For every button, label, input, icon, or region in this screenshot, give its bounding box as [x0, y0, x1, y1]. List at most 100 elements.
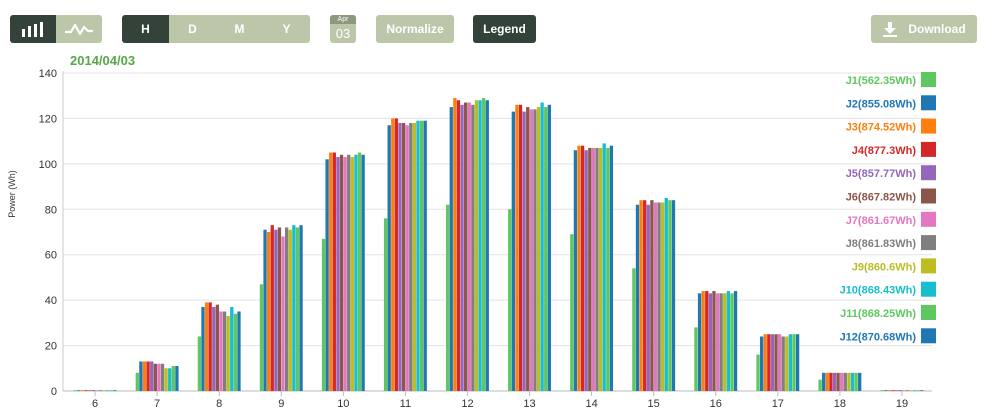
normalize-button[interactable]: Normalize: [376, 15, 454, 43]
bar: [453, 97, 457, 391]
bar: [102, 390, 106, 391]
bar: [175, 366, 179, 391]
bar: [898, 390, 902, 391]
bar: [573, 150, 578, 391]
bar: [843, 372, 847, 391]
bar: [697, 293, 702, 391]
download-button[interactable]: Download: [871, 15, 977, 43]
legend-label: J6(867.82Wh): [846, 192, 917, 204]
bar: [668, 200, 672, 391]
tab-month[interactable]: M: [216, 15, 263, 43]
date-month: Apr: [330, 15, 356, 24]
bar: [763, 334, 767, 391]
bar: [292, 225, 296, 391]
chart-title: 2014/04/03: [70, 53, 135, 68]
x-tick-label: 16: [710, 398, 722, 410]
bar: [712, 291, 716, 391]
bar: [446, 204, 450, 391]
line-chart-icon[interactable]: [56, 15, 102, 43]
bar: [105, 390, 110, 391]
bar: [391, 118, 395, 391]
x-tick-label: 13: [523, 398, 535, 410]
legend-label: J3(874.52Wh): [846, 122, 917, 134]
legend-swatch: [921, 188, 936, 204]
bar: [383, 218, 388, 391]
bar: [547, 104, 551, 392]
bar: [423, 120, 427, 391]
tab-year[interactable]: Y: [263, 15, 310, 43]
bar: [715, 293, 720, 391]
legend-label: J1(562.35Wh): [846, 75, 917, 87]
bar: [259, 284, 264, 391]
bar: [508, 209, 512, 391]
bar: [795, 334, 800, 391]
bar: [580, 145, 585, 391]
bar: [850, 372, 855, 391]
download-label: Download: [908, 22, 966, 36]
bar: [832, 372, 837, 391]
bar: [887, 390, 892, 391]
bar: [263, 229, 267, 391]
bar: [401, 122, 406, 391]
bar: [171, 366, 175, 391]
bar: [233, 313, 238, 391]
bar: [164, 368, 168, 391]
bar: [347, 154, 351, 391]
tab-hour[interactable]: H: [122, 15, 169, 43]
bar: [701, 291, 705, 391]
bar: [485, 100, 489, 391]
bar: [643, 200, 647, 391]
bar: [609, 145, 614, 391]
bar: [840, 372, 844, 391]
bar: [767, 334, 771, 391]
x-tick-label: 6: [92, 398, 98, 410]
legend-swatch: [921, 305, 936, 320]
x-tick-label: 7: [154, 398, 160, 410]
bar: [730, 293, 734, 391]
bar: [80, 390, 85, 391]
tab-day[interactable]: D: [169, 15, 216, 43]
bar: [219, 311, 223, 391]
legend-swatch: [921, 235, 936, 251]
bar: [222, 311, 227, 391]
bar: [398, 122, 402, 391]
bar: [529, 109, 533, 391]
bar: [912, 390, 917, 391]
legend-swatch: [921, 211, 936, 227]
bar: [916, 390, 920, 391]
bar: [339, 154, 344, 391]
legend-button[interactable]: Legend: [473, 15, 536, 43]
bar: [726, 291, 730, 391]
bar: [73, 390, 77, 391]
bar: [756, 354, 760, 391]
y-tick-label: 100: [39, 159, 57, 171]
bar: [719, 293, 723, 391]
bar: [109, 390, 113, 391]
bar: [215, 304, 220, 391]
y-tick-label: 140: [39, 68, 57, 80]
bar: [387, 125, 391, 391]
bar: [460, 104, 464, 392]
legend: J1(562.35Wh) J2(855.08Wh) J3(874.52Wh) J4(8…: [840, 72, 936, 344]
bar: [570, 234, 574, 391]
y-tick-label: 0: [51, 386, 57, 398]
legend-swatch: [921, 328, 936, 344]
date-picker-button[interactable]: Apr 03: [330, 15, 356, 43]
bar: [197, 336, 202, 391]
x-tick-label: 9: [278, 398, 284, 410]
bar: [785, 336, 789, 391]
bar: [759, 336, 764, 391]
bar: [733, 291, 738, 391]
bar: [788, 334, 793, 391]
bar: [577, 145, 581, 391]
bar: [584, 150, 588, 391]
bar: [533, 109, 537, 391]
bar: [770, 334, 775, 391]
bar-chart-icon[interactable]: [10, 15, 56, 43]
period-tabs: H D M Y: [122, 15, 310, 43]
x-tick-label: 15: [648, 398, 660, 410]
bar: [274, 229, 278, 391]
bar: [405, 125, 409, 391]
bar: [591, 147, 596, 391]
bar: [478, 100, 482, 391]
